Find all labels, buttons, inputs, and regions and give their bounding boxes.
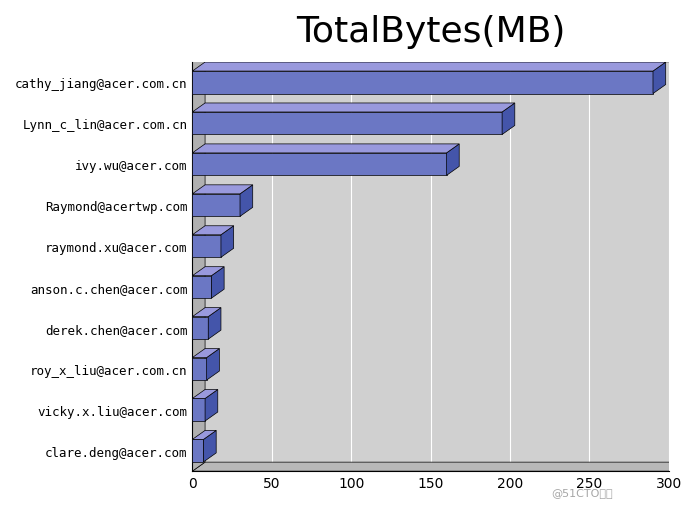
Title: TotalBytes(MB): TotalBytes(MB) xyxy=(296,15,565,49)
Polygon shape xyxy=(204,431,216,462)
Polygon shape xyxy=(192,267,224,276)
Bar xyxy=(192,276,211,298)
Bar xyxy=(590,63,669,471)
Polygon shape xyxy=(192,54,205,471)
Bar xyxy=(272,63,351,471)
Bar xyxy=(192,194,240,217)
Bar xyxy=(351,63,431,471)
Text: @51CTO博客: @51CTO博客 xyxy=(552,487,613,497)
Polygon shape xyxy=(192,226,233,235)
Polygon shape xyxy=(221,226,233,258)
Polygon shape xyxy=(192,462,682,471)
Bar xyxy=(192,317,208,339)
Polygon shape xyxy=(192,144,459,154)
Bar xyxy=(192,439,204,462)
Bar xyxy=(192,113,502,135)
Polygon shape xyxy=(192,308,221,317)
Polygon shape xyxy=(192,431,216,439)
Bar xyxy=(192,63,272,471)
Bar xyxy=(192,154,447,176)
Polygon shape xyxy=(208,308,221,339)
Polygon shape xyxy=(240,185,253,217)
Polygon shape xyxy=(653,63,666,94)
Polygon shape xyxy=(192,349,220,358)
Bar xyxy=(192,72,653,94)
Polygon shape xyxy=(502,104,515,135)
Polygon shape xyxy=(192,104,515,113)
Bar xyxy=(431,63,510,471)
Polygon shape xyxy=(192,390,217,399)
Bar xyxy=(192,358,206,380)
Bar xyxy=(510,63,590,471)
Polygon shape xyxy=(211,267,224,298)
Polygon shape xyxy=(192,185,253,194)
Bar xyxy=(192,235,221,258)
Polygon shape xyxy=(205,390,217,421)
Polygon shape xyxy=(447,144,459,176)
Bar xyxy=(192,399,205,421)
Polygon shape xyxy=(192,63,666,72)
Polygon shape xyxy=(206,349,220,380)
